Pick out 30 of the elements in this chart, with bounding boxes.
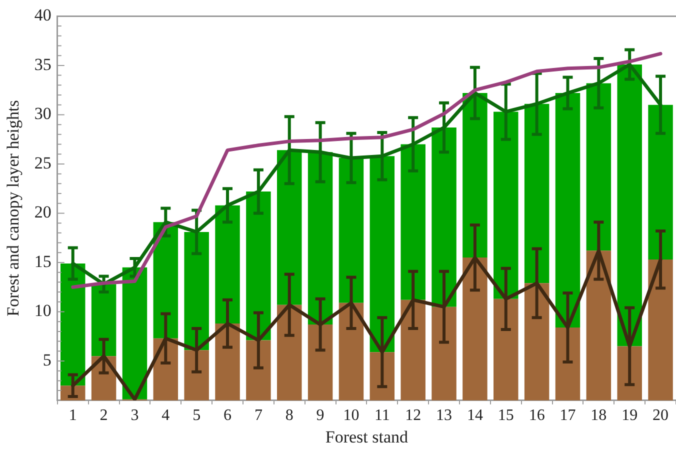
y-tick-label: 10 (34, 301, 52, 320)
x-tick-label: 15 (498, 407, 514, 424)
x-tick-label: 4 (162, 407, 170, 424)
y-tick-label: 5 (42, 350, 52, 370)
y-tick-label: 35 (34, 54, 52, 74)
x-tick-label: 5 (192, 407, 201, 424)
x-axis-title: Forest stand (325, 427, 409, 446)
x-tick-label: 2 (100, 407, 108, 424)
x-tick-label: 1 (68, 407, 77, 424)
y-tick-label: 40 (34, 6, 52, 25)
y-tick-label: 25 (34, 153, 52, 172)
y-axis-title: Forest and canopy layer heights (4, 100, 23, 316)
x-tick-label: 14 (466, 407, 483, 424)
y-tick-label: 30 (34, 104, 52, 124)
x-tick-label: 17 (560, 407, 576, 424)
x-tick-label: 3 (130, 407, 139, 424)
x-tick-label: 11 (374, 407, 390, 424)
x-tick-label: 18 (590, 407, 607, 424)
x-tick-label: 13 (436, 407, 452, 424)
x-tick-label: 19 (622, 407, 638, 424)
y-tick-label: 20 (34, 202, 52, 222)
x-tick-label: 9 (316, 407, 324, 424)
x-tick-label: 6 (224, 407, 232, 424)
x-tick-label: 10 (343, 407, 360, 424)
x-tick-label: 8 (285, 407, 294, 424)
x-tick-label: 7 (254, 407, 262, 424)
x-tick-label: 20 (652, 407, 669, 424)
y-tick-label: 15 (34, 252, 52, 271)
x-tick-label: 16 (528, 407, 545, 424)
x-tick-label: 12 (405, 407, 422, 424)
